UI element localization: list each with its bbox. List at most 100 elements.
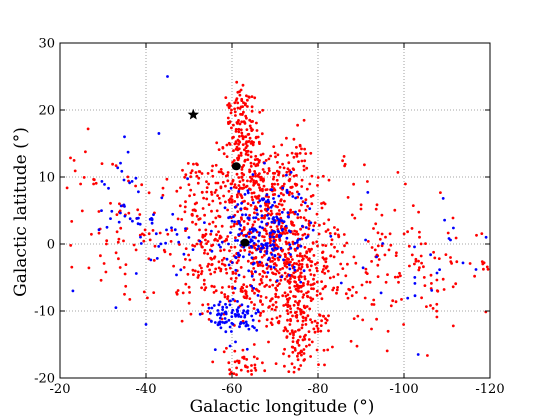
blue-point — [252, 286, 256, 290]
red-point — [386, 273, 389, 276]
red-point — [244, 152, 248, 156]
red-point — [328, 232, 332, 235]
red-point — [430, 282, 433, 285]
red-point — [244, 364, 247, 368]
red-point — [252, 162, 256, 166]
red-point — [223, 264, 227, 267]
red-point — [402, 323, 405, 326]
blue-point — [237, 219, 241, 223]
red-point — [200, 286, 204, 290]
blue-point — [210, 229, 213, 233]
red-point — [118, 202, 121, 206]
red-point — [327, 218, 331, 222]
red-point — [189, 171, 193, 175]
red-point — [197, 274, 201, 277]
red-point — [115, 213, 119, 217]
blue-point — [257, 233, 261, 237]
red-point — [242, 101, 245, 105]
blue-point — [285, 236, 289, 240]
blue-point — [308, 207, 312, 211]
blue-point — [123, 214, 127, 218]
red-point — [429, 273, 433, 277]
blue-point — [154, 232, 158, 236]
red-point — [286, 318, 289, 322]
red-point — [184, 247, 188, 251]
blue-point — [246, 305, 250, 308]
red-point — [215, 209, 219, 213]
red-point — [268, 241, 272, 245]
red-point — [297, 284, 301, 288]
red-point — [320, 280, 323, 283]
blue-point — [278, 218, 281, 222]
red-point — [351, 285, 355, 289]
red-point — [270, 317, 274, 321]
red-point — [370, 327, 373, 331]
red-point — [217, 214, 221, 218]
red-point — [287, 193, 291, 197]
red-point — [99, 278, 103, 282]
red-point — [252, 278, 256, 282]
blue-point — [269, 244, 272, 247]
blue-point — [164, 241, 168, 245]
red-point — [320, 202, 323, 205]
red-point — [257, 319, 261, 323]
red-point — [193, 202, 197, 206]
red-point — [295, 315, 299, 319]
red-point — [263, 369, 267, 373]
blue-point — [213, 321, 217, 324]
blue-point — [381, 242, 385, 245]
red-point — [330, 238, 334, 242]
red-point — [178, 243, 181, 246]
blue-point — [228, 344, 232, 348]
red-point — [263, 170, 266, 174]
blue-point — [238, 222, 241, 225]
red-point — [116, 240, 120, 244]
red-point — [275, 288, 278, 292]
red-point — [254, 256, 258, 260]
red-point — [300, 265, 304, 269]
red-point — [298, 209, 301, 213]
red-point — [394, 254, 398, 257]
red-point — [294, 287, 298, 291]
red-point — [228, 368, 232, 372]
grid-lines — [60, 43, 490, 378]
red-point — [200, 312, 204, 315]
red-point — [296, 123, 299, 127]
red-point — [286, 257, 289, 260]
red-point — [255, 121, 258, 125]
red-point — [211, 164, 215, 168]
red-point — [211, 174, 215, 178]
red-point — [261, 152, 265, 156]
red-point — [316, 261, 319, 265]
red-point — [226, 179, 230, 183]
red-point — [321, 174, 325, 178]
red-point — [146, 296, 149, 300]
red-point — [255, 357, 259, 360]
red-point — [335, 291, 338, 295]
red-point — [319, 329, 323, 333]
red-point — [219, 267, 223, 271]
red-point — [240, 229, 244, 233]
red-point — [425, 305, 428, 308]
red-point — [191, 268, 195, 272]
red-point — [223, 293, 227, 296]
blue-point — [275, 279, 279, 283]
red-point — [265, 318, 269, 322]
blue-point — [247, 253, 251, 256]
red-point — [204, 238, 207, 242]
red-point — [222, 194, 226, 198]
red-point — [271, 283, 275, 287]
red-point — [233, 245, 237, 249]
blue-point — [230, 330, 233, 333]
red-point — [251, 289, 254, 293]
red-point — [252, 307, 256, 310]
red-point — [327, 329, 330, 333]
red-point — [136, 208, 140, 212]
blue-point — [253, 326, 256, 330]
blue-point — [224, 330, 228, 334]
red-point — [250, 364, 253, 367]
red-point — [251, 128, 254, 132]
red-point — [320, 206, 324, 210]
blue-point — [286, 215, 290, 219]
red-point — [287, 354, 291, 358]
